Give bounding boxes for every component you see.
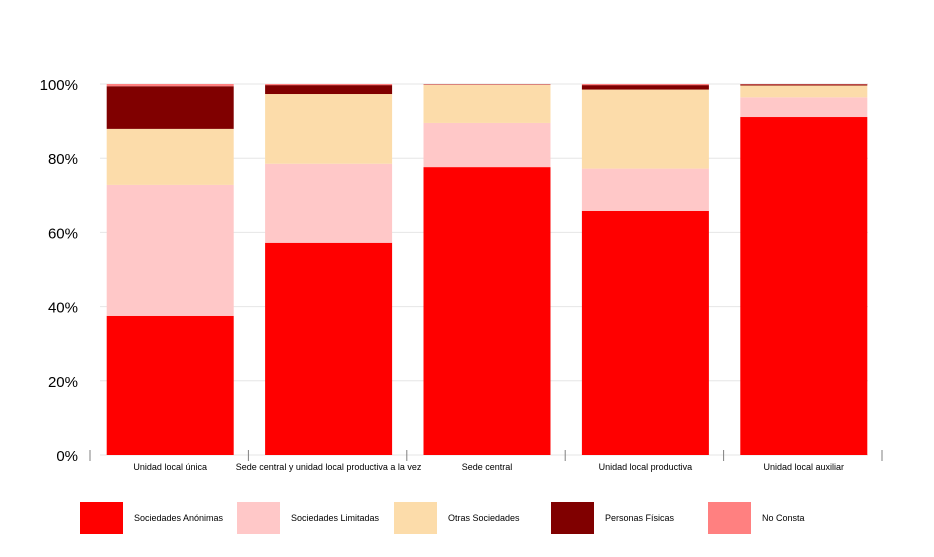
y-tick-label: 0% xyxy=(56,448,78,465)
legend-swatch xyxy=(394,502,437,534)
bar-segment xyxy=(265,94,393,164)
legend-label: Personas Físicas xyxy=(605,513,675,523)
legend-swatch xyxy=(80,502,123,534)
bar-segment xyxy=(265,84,393,86)
bar-segment xyxy=(106,86,234,129)
x-tick-label: Sede central y unidad local productiva a… xyxy=(236,462,422,472)
bar-segment xyxy=(740,97,868,118)
legend-label: Sociedades Limitadas xyxy=(291,513,380,523)
bar-segment xyxy=(581,85,709,90)
bar-segment xyxy=(740,84,868,86)
legend-swatch xyxy=(708,502,751,534)
bar-segment xyxy=(581,168,709,211)
bar-segment xyxy=(106,84,234,87)
bar-segment xyxy=(740,117,868,456)
legend: Sociedades Anónimas Sociedades Limitadas O… xyxy=(80,502,805,534)
bar-segment xyxy=(265,163,393,243)
x-tick-label: Unidad local única xyxy=(133,462,207,472)
y-tick-label: 80% xyxy=(48,151,78,168)
bar-segment xyxy=(581,210,709,455)
legend-label: Otras Sociedades xyxy=(448,513,520,523)
x-tick-label: Unidad local auxiliar xyxy=(764,462,845,472)
axes: 0% 20% 40% 60% 80% 100% Unidad local única Sede… xyxy=(40,77,883,472)
x-tick-label: Sede central xyxy=(462,462,513,472)
legend-swatch xyxy=(551,502,594,534)
legend-label: No Consta xyxy=(762,513,805,523)
y-tick-label: 60% xyxy=(48,225,78,242)
y-tick-label: 20% xyxy=(48,374,78,391)
legend-label: Sociedades Anónimas xyxy=(134,513,224,523)
bar-segment xyxy=(740,85,868,98)
bar-segment xyxy=(106,315,234,455)
x-tick-label: Unidad local productiva xyxy=(599,462,693,472)
bar-segment xyxy=(106,128,234,185)
bar-segment xyxy=(423,167,551,455)
bar-segment xyxy=(106,184,234,316)
bar-segment xyxy=(581,89,709,169)
bars xyxy=(106,84,868,456)
bar-segment xyxy=(265,242,393,455)
legend-swatch xyxy=(237,502,280,534)
y-tick-label: 40% xyxy=(48,300,78,317)
bar-segment xyxy=(423,122,551,168)
bar-segment xyxy=(265,85,393,95)
bar-segment xyxy=(423,84,551,123)
y-tick-label: 100% xyxy=(40,77,78,94)
bar-segment xyxy=(581,84,709,86)
